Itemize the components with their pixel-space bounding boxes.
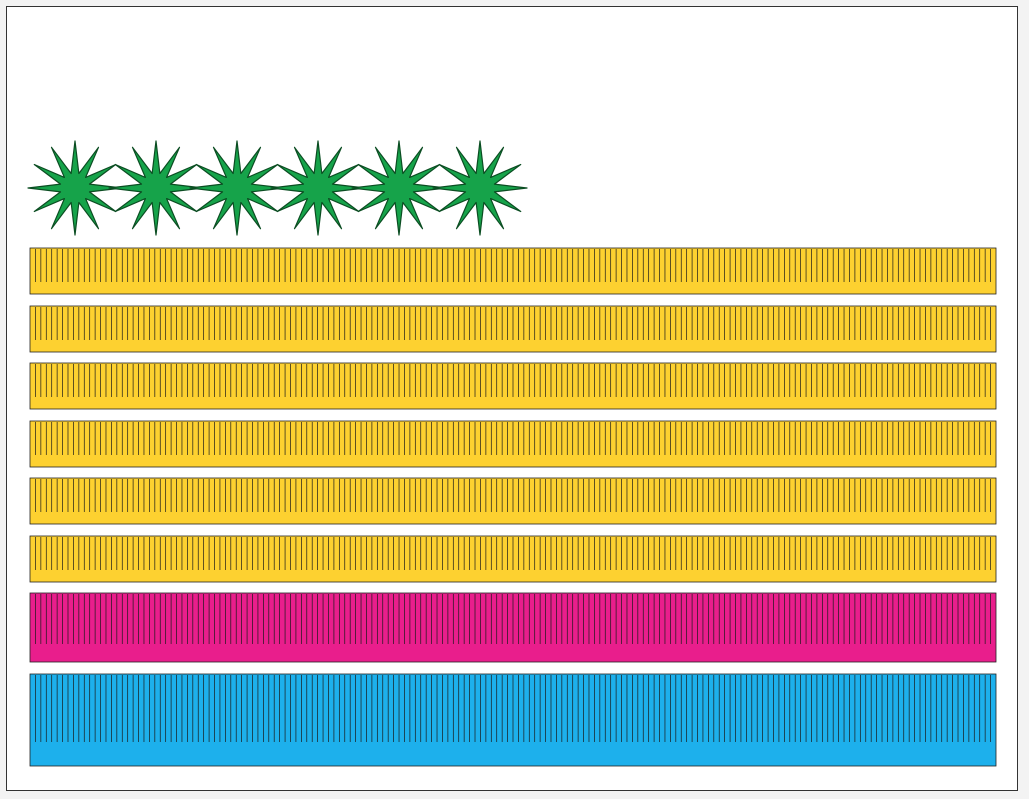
- stripe-7: [29, 592, 997, 663]
- stripe-6-ticks: [35, 537, 991, 570]
- stripe-6: [29, 535, 997, 583]
- drawing-canvas: [6, 6, 1018, 791]
- stripe-8: [29, 673, 997, 767]
- stripe-8-ticks: [35, 675, 991, 742]
- star-1: [27, 140, 123, 236]
- stripe-3: [29, 362, 997, 410]
- stripe-3-ticks: [35, 364, 991, 397]
- stripe-1: [29, 247, 997, 295]
- stripe-5: [29, 477, 997, 525]
- star-3: [189, 140, 285, 236]
- star-6: [432, 140, 528, 236]
- stripe-5-ticks: [35, 479, 991, 512]
- stripe-7-ticks: [35, 594, 991, 644]
- stripe-1-ticks: [35, 249, 991, 282]
- stripe-2: [29, 305, 997, 353]
- star-5: [351, 140, 447, 236]
- stripe-4-ticks: [35, 422, 991, 455]
- star-4: [270, 140, 366, 236]
- stripe-4: [29, 420, 997, 468]
- star-row: [27, 140, 528, 236]
- stripe-2-ticks: [35, 307, 991, 340]
- flag-artwork: [27, 140, 997, 767]
- star-2: [108, 140, 204, 236]
